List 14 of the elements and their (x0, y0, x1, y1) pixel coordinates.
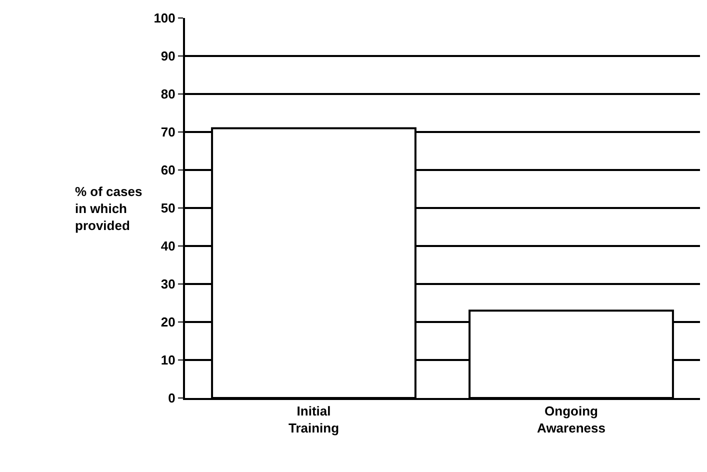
x-tick-label: Ongoing Awareness (537, 404, 606, 436)
y-tick-label: 20 (160, 314, 176, 330)
y-tick-label: 30 (160, 276, 176, 292)
y-tick-label: 90 (160, 48, 176, 64)
y-tick-label: 0 (168, 390, 176, 406)
y-tick-label: 40 (160, 238, 176, 254)
y-tick-label: 50 (160, 200, 176, 216)
x-tick-label: Initial Training (288, 404, 340, 436)
y-axis-title: % of cases in which provided (75, 184, 142, 233)
y-tick-label: 100 (154, 10, 176, 26)
y-tick-label: 80 (160, 86, 176, 102)
y-tick-label: 60 (160, 162, 176, 178)
y-tick-label: 70 (160, 124, 176, 140)
y-tick-label: 10 (160, 352, 176, 368)
